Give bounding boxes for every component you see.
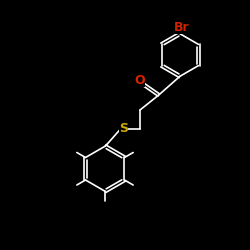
Text: O: O bbox=[135, 74, 145, 87]
Text: Br: Br bbox=[174, 21, 189, 34]
Text: S: S bbox=[119, 122, 128, 135]
